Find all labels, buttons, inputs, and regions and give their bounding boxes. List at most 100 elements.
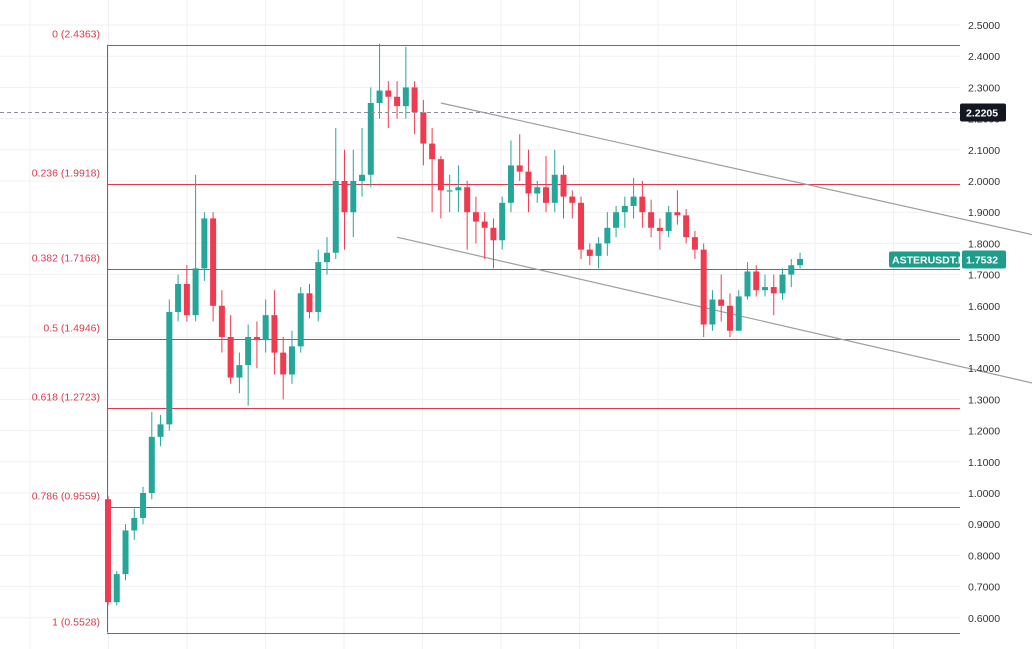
price-axis[interactable]: 2.50002.40002.30002.20002.10002.00001.90… (968, 20, 1000, 625)
candle (236, 352, 243, 394)
candle (534, 181, 541, 203)
candle (779, 268, 786, 300)
candle-body (534, 187, 541, 194)
price-tick-label: 1.5000 (968, 332, 1000, 344)
candle (350, 149, 357, 238)
candle (683, 209, 690, 244)
price-tick-label: 1.7000 (968, 270, 1000, 282)
candle-body (464, 187, 471, 213)
fibonacci-retracement[interactable]: 0 (2.4363) 0.236 (1.9918) 0.382 (1.7168) 0.… (32, 29, 960, 634)
price-tick-label: 1.0000 (968, 488, 1000, 500)
candle (525, 149, 532, 213)
candle (797, 252, 804, 269)
candle-body (499, 202, 506, 241)
candle (280, 337, 287, 400)
candle (770, 274, 777, 316)
symbol-price-tag: ASTERUSDT.P 1.7532 (889, 250, 1006, 269)
candle (227, 315, 234, 384)
symbol-tag-label: ASTERUSDT.P (892, 255, 965, 267)
trend-channel[interactable] (396, 102, 1032, 390)
candle (648, 199, 655, 238)
candle-body (113, 574, 120, 603)
candle (297, 287, 304, 353)
candle (402, 46, 409, 119)
price-tick-label: 2.0000 (968, 176, 1000, 188)
candle-body (385, 90, 392, 97)
candle-body (481, 221, 488, 228)
candle (753, 265, 760, 297)
candle-body (621, 205, 628, 213)
candle-body (770, 287, 777, 294)
candle-body (218, 305, 225, 337)
candle (148, 411, 155, 500)
candlestick-series (105, 43, 804, 606)
fib-level-label: 0.786 (0.9559) (32, 491, 100, 503)
candle (516, 134, 523, 181)
last-price-tag-bg (962, 250, 1006, 269)
candle-body (253, 337, 260, 341)
candle (735, 290, 742, 331)
candle (490, 218, 497, 269)
candle-body (140, 493, 147, 518)
candle-body (718, 299, 725, 306)
price-tick-label: 2.4000 (968, 51, 1000, 63)
candle-body (560, 174, 567, 197)
candle (288, 330, 295, 384)
candle (394, 81, 401, 119)
candle (131, 508, 138, 540)
candle (665, 205, 672, 238)
candle-body (613, 212, 620, 228)
price-tick-label: 0.7000 (968, 582, 1000, 594)
candle-body (227, 337, 234, 378)
candle-body (630, 196, 637, 206)
candle-body (709, 299, 716, 325)
candle-body (175, 283, 182, 313)
candle-body (411, 87, 418, 113)
candle-body (271, 315, 278, 353)
crosshair-price-tag-bg (960, 103, 1006, 122)
candle-body (324, 252, 330, 263)
candle (499, 196, 506, 250)
candle (359, 127, 366, 197)
candle (157, 415, 164, 447)
price-tick-label: 1.2000 (968, 426, 1000, 438)
fib-level-label: 1 (0.5528) (52, 617, 100, 629)
candle (105, 496, 111, 606)
candle-body (297, 293, 304, 347)
candle (639, 181, 646, 228)
candle (341, 149, 348, 250)
candle-body (394, 96, 401, 107)
fib-level-label: 0.5 (1.4946) (43, 323, 100, 335)
candle (271, 290, 278, 375)
candle (446, 174, 453, 213)
candle (788, 259, 795, 288)
candle (656, 218, 663, 250)
fib-level-label: 0.618 (1.2723) (32, 392, 100, 404)
candle-body (105, 499, 111, 603)
candle (700, 243, 707, 337)
price-tick-label: 2.1000 (968, 145, 1000, 157)
price-tick-label: 1.4000 (968, 363, 1000, 375)
candle-body (507, 165, 514, 203)
candle-body (332, 181, 339, 253)
candle-body (665, 212, 672, 231)
candle-body (245, 337, 252, 366)
candle-body (586, 249, 593, 256)
candle-body (420, 112, 427, 144)
candle (455, 165, 462, 213)
symbol-tag-bg (889, 251, 960, 268)
candle-body (726, 305, 733, 331)
candle-body (455, 187, 462, 191)
candle (140, 486, 147, 525)
candle (621, 196, 628, 228)
candle-body (543, 187, 549, 203)
candle (543, 156, 549, 213)
candle-body (490, 227, 497, 241)
channel-trendline[interactable] (440, 102, 1032, 243)
candle-body (148, 436, 155, 493)
candle (613, 205, 620, 238)
candle-body (201, 218, 208, 269)
candle (762, 274, 768, 297)
candle (464, 181, 471, 250)
